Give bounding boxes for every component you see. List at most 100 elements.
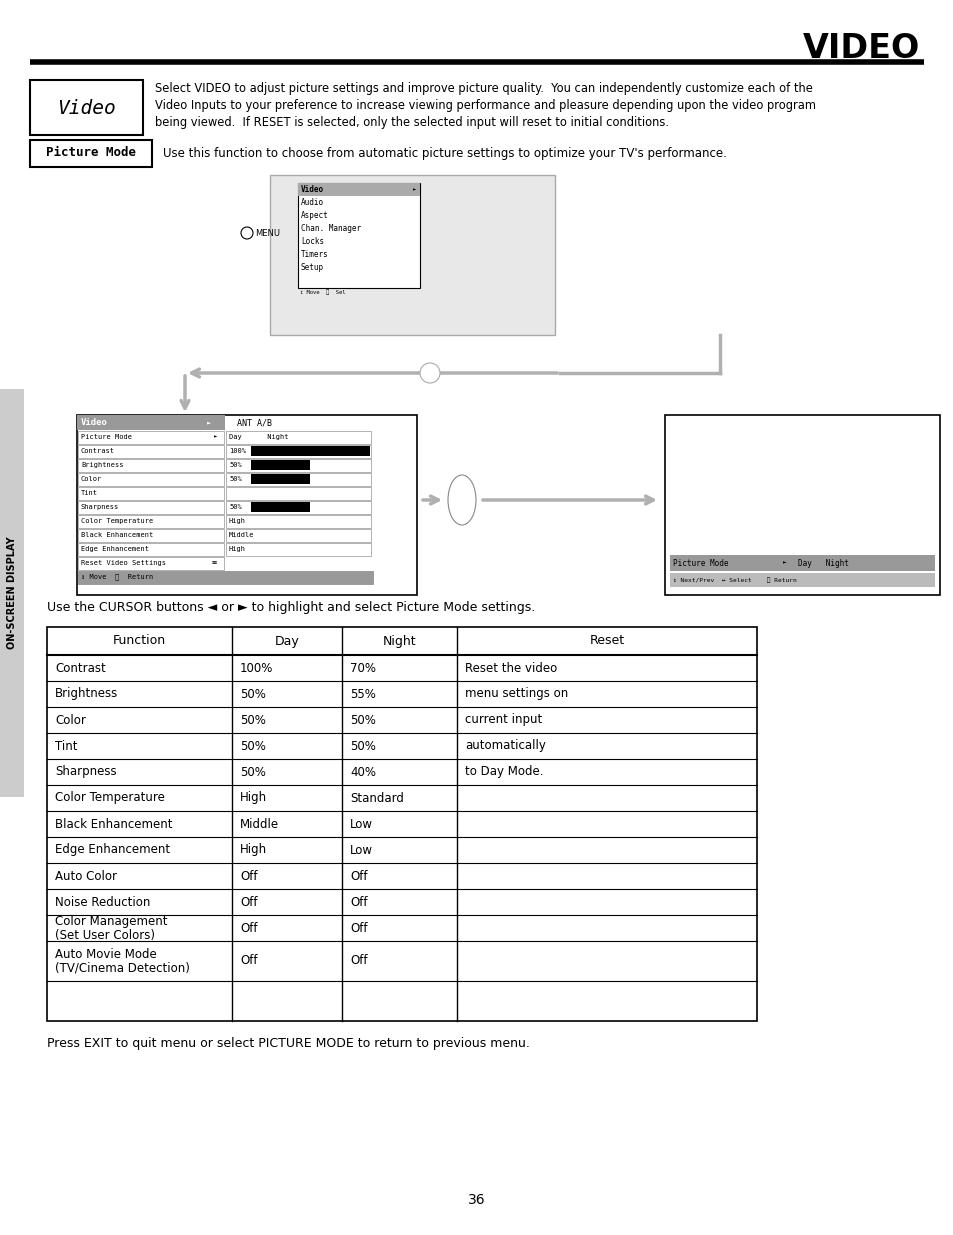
Text: 50%: 50% — [240, 714, 266, 726]
Bar — [251, 474, 310, 484]
Text: Low: Low — [350, 818, 373, 830]
Bar — [664, 415, 939, 595]
Text: Reset Video Settings: Reset Video Settings — [81, 559, 166, 566]
Text: Off: Off — [350, 955, 367, 967]
Text: Reset: Reset — [589, 635, 624, 647]
Text: Video: Video — [56, 99, 115, 117]
Text: 50%: 50% — [350, 714, 375, 726]
Text: Off: Off — [240, 895, 257, 909]
Circle shape — [419, 363, 439, 383]
Text: automatically: automatically — [464, 740, 545, 752]
Text: Day      Night: Day Night — [229, 433, 288, 440]
Text: Chan. Manager: Chan. Manager — [301, 224, 361, 233]
Text: Noise Reduction: Noise Reduction — [55, 895, 151, 909]
Text: Contrast: Contrast — [81, 448, 115, 454]
Text: VIDEO: VIDEO — [801, 32, 919, 64]
Text: Brightness: Brightness — [81, 462, 123, 468]
Text: Reset the video: Reset the video — [464, 662, 557, 674]
Text: Video: Video — [301, 185, 324, 194]
Text: Setup: Setup — [301, 263, 324, 272]
Bar — [78, 487, 224, 500]
Text: 55%: 55% — [350, 688, 375, 700]
Polygon shape — [458, 510, 464, 516]
Text: Sharpness: Sharpness — [81, 504, 119, 510]
Bar — [78, 571, 373, 584]
Text: Edge Enhancement: Edge Enhancement — [81, 546, 149, 552]
Text: ►: ► — [213, 435, 216, 440]
Bar — [251, 459, 310, 471]
Text: Middle: Middle — [240, 818, 279, 830]
Text: 70%: 70% — [350, 662, 375, 674]
Text: Use this function to choose from automatic picture settings to optimize your TV': Use this function to choose from automat… — [163, 147, 726, 159]
Bar — [78, 445, 224, 458]
Text: Function: Function — [112, 635, 166, 647]
Text: (TV/Cinema Detection): (TV/Cinema Detection) — [55, 962, 190, 974]
Bar — [226, 515, 371, 529]
Bar — [78, 515, 224, 529]
Text: Picture Mode: Picture Mode — [672, 558, 728, 568]
Text: ON-SCREEN DISPLAY: ON-SCREEN DISPLAY — [7, 536, 17, 650]
Text: ↕ Move  Ⓣ  Return: ↕ Move Ⓣ Return — [81, 574, 153, 580]
Text: Color: Color — [81, 475, 102, 482]
Text: High: High — [229, 517, 246, 524]
Text: Edge Enhancement: Edge Enhancement — [55, 844, 170, 857]
Text: 50%: 50% — [240, 766, 266, 778]
Text: ANT A/B: ANT A/B — [236, 417, 272, 427]
Text: Contrast: Contrast — [55, 662, 106, 674]
Ellipse shape — [448, 475, 476, 525]
Text: Audio: Audio — [301, 198, 324, 207]
Text: Auto Color: Auto Color — [55, 869, 117, 883]
Text: ►: ► — [207, 420, 211, 426]
Text: 50%: 50% — [229, 504, 241, 510]
Bar — [78, 501, 224, 514]
Bar — [78, 543, 224, 556]
Text: 100%: 100% — [229, 448, 246, 454]
Text: ≡: ≡ — [212, 558, 216, 568]
Bar — [297, 183, 419, 196]
Text: Off: Off — [350, 895, 367, 909]
Text: Color Management: Color Management — [55, 914, 168, 927]
Text: Standard: Standard — [350, 792, 403, 804]
Text: Picture Mode: Picture Mode — [81, 433, 132, 440]
Text: Off: Off — [350, 921, 367, 935]
Text: Color Temperature: Color Temperature — [55, 792, 165, 804]
Text: Middle: Middle — [229, 532, 254, 538]
Bar — [78, 459, 224, 472]
Bar — [251, 501, 310, 513]
Bar — [226, 473, 371, 487]
Text: Select VIDEO to adjust picture settings and improve picture quality.  You can in: Select VIDEO to adjust picture settings … — [154, 82, 815, 128]
Circle shape — [241, 227, 253, 240]
Bar — [669, 555, 934, 571]
Bar — [78, 557, 224, 571]
Bar — [30, 140, 152, 167]
Text: Tint: Tint — [81, 490, 98, 496]
Text: Color Temperature: Color Temperature — [81, 517, 153, 524]
Text: Off: Off — [240, 869, 257, 883]
Text: to Day Mode.: to Day Mode. — [464, 766, 543, 778]
Bar — [669, 573, 934, 587]
Text: High: High — [240, 792, 267, 804]
Bar — [226, 445, 371, 458]
Text: Sharpness: Sharpness — [55, 766, 116, 778]
Text: Picture Mode: Picture Mode — [46, 147, 136, 159]
Bar — [226, 529, 371, 542]
Text: Tint: Tint — [55, 740, 77, 752]
Text: Day   Night: Day Night — [797, 558, 848, 568]
Text: ↕ Next/Prev  ↔ Select    Ⓣ Return: ↕ Next/Prev ↔ Select Ⓣ Return — [672, 577, 796, 583]
Text: ↕ Move  Ⓣ  Sel: ↕ Move Ⓣ Sel — [299, 289, 345, 295]
Bar — [251, 446, 370, 456]
Text: Brightness: Brightness — [55, 688, 118, 700]
Text: 40%: 40% — [350, 766, 375, 778]
Text: 100%: 100% — [240, 662, 274, 674]
Text: Video: Video — [81, 417, 108, 427]
Text: (Set User Colors): (Set User Colors) — [55, 929, 154, 941]
Text: Day: Day — [274, 635, 299, 647]
Bar — [226, 459, 371, 472]
Text: Press EXIT to quit menu or select PICTURE MODE to return to previous menu.: Press EXIT to quit menu or select PICTUR… — [47, 1036, 529, 1050]
Text: 50%: 50% — [240, 740, 266, 752]
Text: ►: ► — [782, 561, 786, 566]
Text: Off: Off — [240, 955, 257, 967]
Text: 50%: 50% — [350, 740, 375, 752]
Bar — [47, 627, 757, 1021]
Bar — [226, 501, 371, 514]
